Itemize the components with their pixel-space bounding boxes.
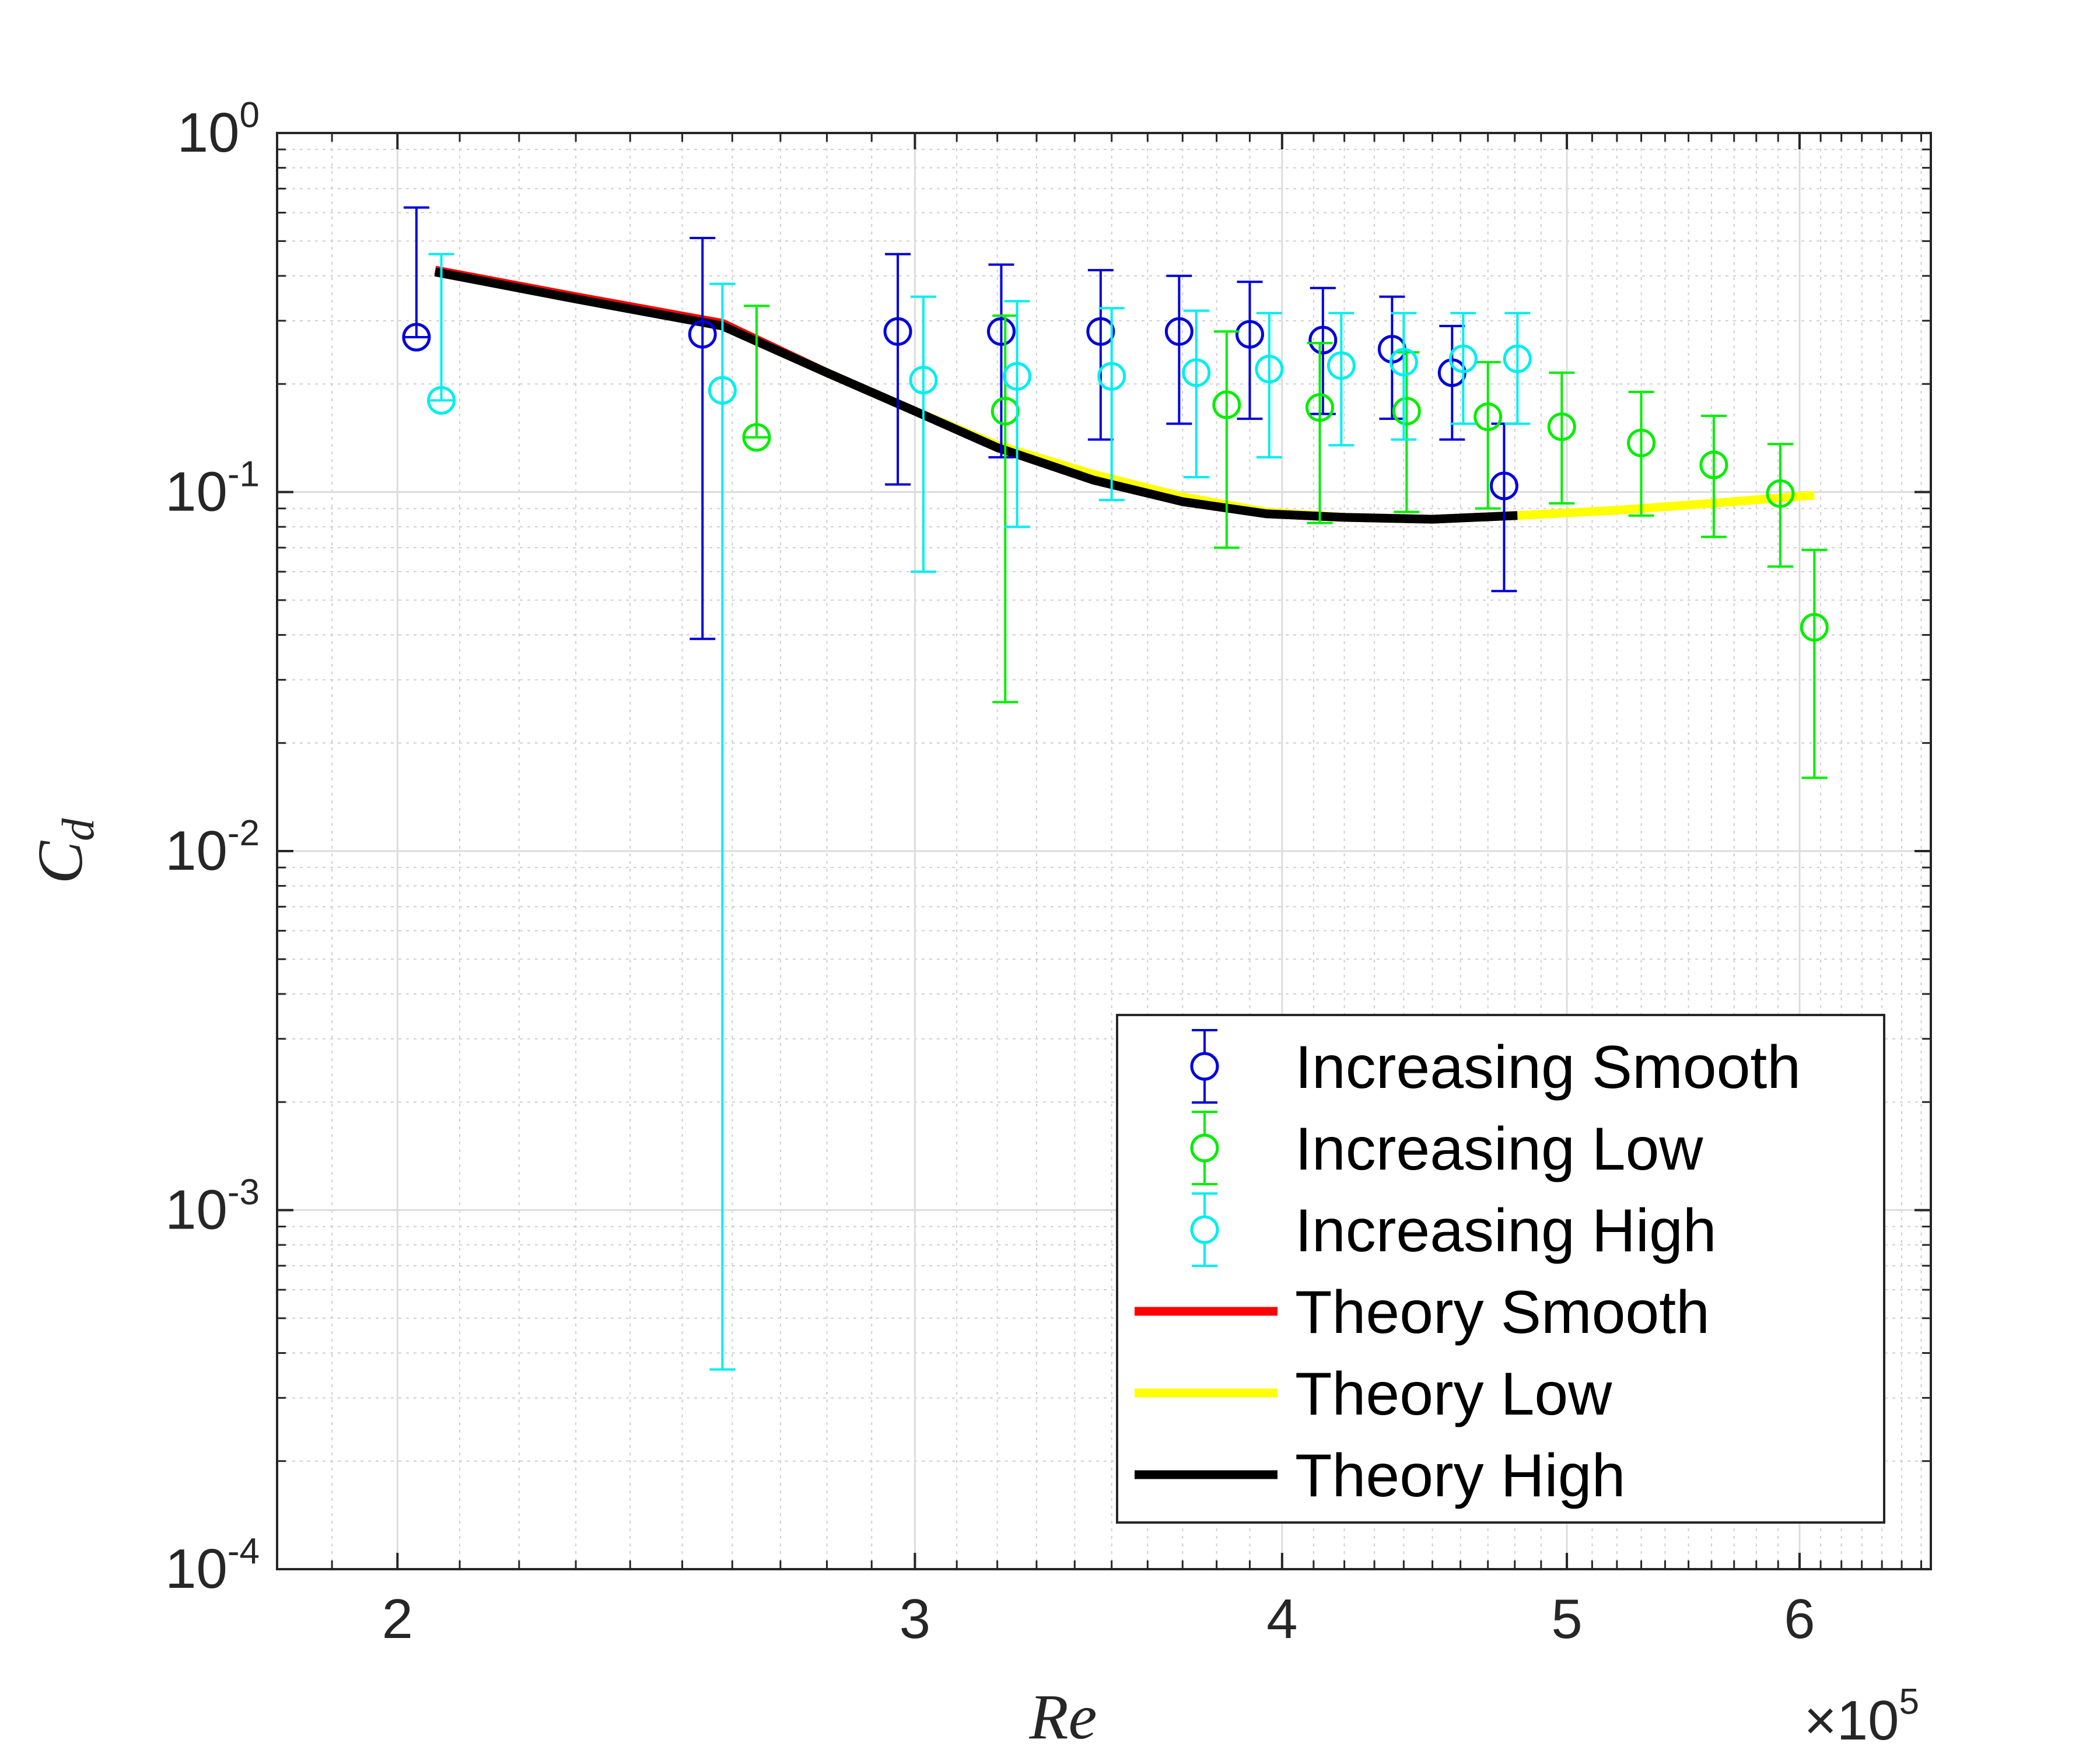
y-axis-label: Cd [24,818,103,884]
x-multiplier-base: ×10 [1804,1689,1899,1750]
y-tick-exponent: 0 [240,95,260,135]
x-axis-multiplier: ×105 [1804,1682,1919,1750]
y-tick-label: 100 [177,95,260,164]
data-point [402,323,431,352]
series-layer [402,206,1829,1371]
legend-item-increasing-high: Increasing High [1190,1192,1717,1267]
data-point [1326,351,1356,380]
data-point [1097,362,1126,391]
legend-item-theory-smooth: Theory Smooth [1135,1279,1710,1346]
y-tick-exponent: -4 [228,1531,260,1572]
y-tick-exponent: -1 [228,454,260,495]
data-point [1800,612,1829,642]
data-point [1503,344,1532,373]
y-tick-base: 10 [177,102,240,164]
data-point [1212,390,1241,419]
y-tick-base: 10 [165,1179,228,1241]
data-point [986,317,1016,346]
y-tick-label: 10-2 [165,813,260,882]
y-tick-label: 10-4 [165,1531,260,1600]
legend-label: Increasing Smooth [1295,1034,1801,1101]
legend-item-increasing-smooth: Increasing Smooth [1190,1029,1801,1104]
data-point [1392,397,1421,426]
legend-box [1116,1014,1885,1524]
series-increasing-low [742,304,1829,779]
data-point [1182,358,1211,387]
series-increasing-smooth [402,206,1518,640]
legend-label: Increasing High [1295,1197,1717,1265]
data-point [1474,402,1503,432]
y-tick-base: 10 [165,1538,228,1600]
legend-item-theory-low: Theory Low [1135,1360,1612,1428]
legend: Increasing Smooth Increasing Low Increasin… [1116,1014,1885,1524]
x-multiplier-exponent: 5 [1899,1682,1919,1722]
series-increasing-high [427,253,1532,1371]
data-point [1308,326,1338,355]
y-tick-base: 10 [165,820,228,882]
legend-label: Increasing Low [1295,1115,1703,1183]
x-tick-label: 5 [1551,1588,1582,1650]
grid-layer [277,132,1931,1570]
data-point [1255,355,1284,384]
y-axis-label-base: C [24,840,96,884]
legend-marker [1190,1133,1219,1163]
data-point [688,320,717,349]
data-point [1489,471,1518,501]
data-point [708,376,737,405]
legend-label: Theory Smooth [1295,1279,1710,1346]
data-point [427,386,456,415]
legend-item-theory-high: Theory High [1135,1442,1625,1510]
legend-item-increasing-low: Increasing Low [1190,1111,1703,1185]
y-tick-label: 10-3 [165,1172,260,1241]
data-point [1389,348,1418,377]
x-tick-label: 6 [1784,1588,1815,1650]
legend-label: Theory Low [1295,1360,1612,1428]
data-point [1699,450,1728,480]
data-point [1164,317,1194,346]
y-tick-exponent: -2 [228,813,260,853]
x-tick-label: 4 [1266,1588,1297,1650]
data-point [1086,317,1115,346]
data-point [1235,320,1264,349]
x-tick-label: 2 [382,1588,413,1650]
data-point [883,317,912,346]
data-point [909,366,938,395]
data-point [742,423,771,452]
data-point [1306,393,1335,422]
y-tick-base: 10 [165,461,228,523]
y-axis-label-subscript: d [52,818,103,841]
x-tick-label: 3 [900,1588,930,1650]
data-point [1448,344,1478,373]
legend-marker [1190,1052,1219,1081]
legend-marker [1190,1215,1219,1244]
x-axis-label: Re [1028,1681,1097,1750]
data-point [1627,428,1656,457]
y-tick-label: 10-1 [165,454,260,523]
data-point [1003,362,1032,391]
data-point [1547,412,1576,442]
y-tick-exponent: -3 [228,1172,260,1213]
data-point [1766,479,1795,508]
legend-label: Theory High [1295,1442,1625,1510]
